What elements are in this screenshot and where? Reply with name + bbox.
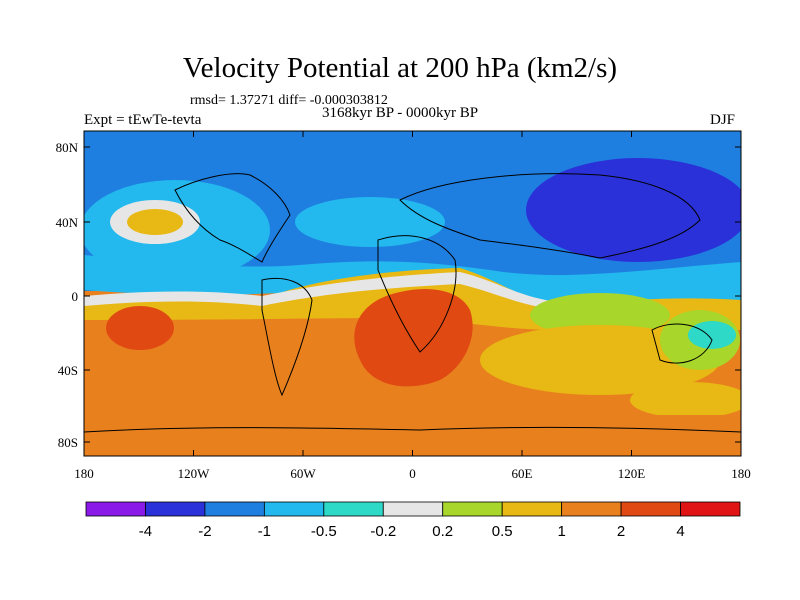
lat-tick-label: 0 [72, 289, 79, 304]
colorbar-label: 4 [676, 523, 684, 540]
lon-tick-label: 120E [618, 466, 646, 481]
longitude-axis: 180 120W 60W 0 60E 120E 180 [74, 131, 751, 481]
lat-tick-label: 40S [58, 363, 78, 378]
colorbar-swatch [145, 501, 206, 517]
coast-south-america [261, 277, 313, 397]
colorbar-label: -4 [139, 523, 152, 540]
colorbar-label: 0.5 [492, 523, 513, 540]
lat-tick-label: 80S [58, 435, 78, 450]
chart-title: Velocity Potential at 200 hPa (km2/s) [182, 52, 618, 84]
colorbar-swatch [263, 501, 325, 517]
field-positive-ne-pacific [127, 209, 183, 235]
colorbar-swatch [85, 501, 146, 517]
rmsd-diff-stats: rmsd= 1.37271 diff= -0.000303812 [190, 93, 388, 108]
lon-tick-label: 0 [409, 466, 416, 481]
field-very-strong-positive-africa [354, 289, 473, 387]
field-south-orange [84, 415, 741, 456]
lon-tick-label: 120W [178, 466, 211, 481]
lat-tick-label: 80N [56, 140, 79, 155]
colorbar-label: 0.2 [432, 523, 453, 540]
coast-eurasia [399, 173, 701, 259]
field-weak-negative-atlantic [295, 197, 445, 247]
latitude-axis: 80N 40N 0 40S 80S [56, 140, 741, 450]
lon-tick-label: 180 [731, 466, 751, 481]
colorbar: -4 -2 -1 -0.5 -0.2 0.2 0.5 1 2 4 [85, 501, 741, 540]
colorbar-swatch [323, 501, 384, 517]
coast-north-america [174, 173, 291, 263]
colorbar-label: 1 [557, 523, 565, 540]
coast-australia [651, 323, 713, 364]
coast-africa [377, 235, 457, 353]
colorbar-swatch [382, 501, 444, 517]
coastlines [84, 173, 741, 433]
colorbar-swatch [561, 501, 622, 517]
colorbar-label: -0.5 [311, 523, 337, 540]
colorbar-swatch [442, 501, 503, 517]
field-neutral-strip [84, 272, 560, 310]
lat-tick-label: 40N [56, 215, 79, 230]
field-very-strong-positive-pacific [106, 306, 174, 350]
lon-tick-label: 60E [512, 466, 533, 481]
velocity-potential-field [84, 131, 741, 456]
field-weak-positive-indian-ocean [530, 293, 670, 337]
lon-tick-label: 180 [74, 466, 94, 481]
colorbar-label: 2 [617, 523, 625, 540]
field-positive-south-indian [480, 325, 720, 395]
field-near-zero-australia [688, 321, 736, 349]
colorbar-swatch [501, 501, 563, 517]
colorbar-swatch [204, 501, 265, 517]
colorbar-label: -0.2 [370, 523, 396, 540]
colorbar-swatch [620, 501, 681, 517]
period-label: 3168kyr BP - 0000kyr BP [322, 105, 479, 121]
field-weak-positive-southern-ocean [630, 382, 741, 418]
experiment-label: Expt = tEwTe-tevta [84, 112, 202, 128]
coast-antarctica [84, 426, 741, 433]
colorbar-label: -2 [198, 523, 211, 540]
season-label: DJF [710, 112, 736, 128]
lon-tick-label: 60W [290, 466, 316, 481]
colorbar-label: -1 [258, 523, 271, 540]
colorbar-swatch [680, 501, 741, 517]
field-deep-negative-asia [526, 158, 741, 262]
